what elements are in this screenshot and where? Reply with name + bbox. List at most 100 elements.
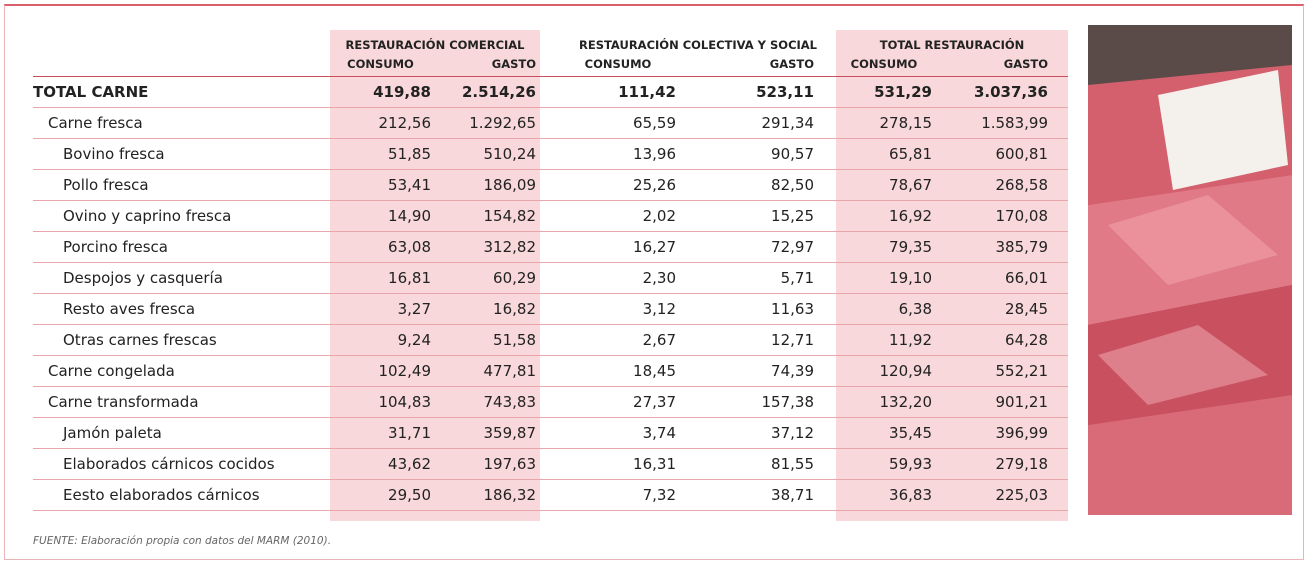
table-row: Despojos y casquería 16,81 60,29 2,30 5,71 19… <box>33 262 1068 294</box>
cell-value: 2,02 <box>560 200 698 232</box>
table-row: Carne congelada 102,49 477,81 18,45 74,39 120… <box>33 355 1068 387</box>
table-row: Bovino fresca 51,85 510,24 13,96 90,57 65,81 6… <box>33 138 1068 170</box>
cell-value: 6,38 <box>836 293 952 325</box>
cell-value: 743,83 <box>435 386 540 418</box>
row-label: Eesto elaborados cárnicos <box>33 479 330 511</box>
cell-value: 154,82 <box>435 200 540 232</box>
cell-value: 197,63 <box>435 448 540 480</box>
cell-value: 3.037,36 <box>952 76 1068 108</box>
cell-value: 279,18 <box>952 448 1068 480</box>
cell-value: 9,24 <box>330 324 435 356</box>
cell-value: 31,71 <box>330 417 435 449</box>
cell-value: 600,81 <box>952 138 1068 170</box>
pad-row <box>33 510 1068 522</box>
subheader: CONSUMO <box>836 52 952 77</box>
spacer <box>540 386 560 418</box>
blank <box>33 52 330 77</box>
cell-value: 16,92 <box>836 200 952 232</box>
spacer <box>540 231 560 263</box>
cell-value: 385,79 <box>952 231 1068 263</box>
cell-value: 477,81 <box>435 355 540 387</box>
cell-value: 419,88 <box>330 76 435 108</box>
cell-value: 5,71 <box>698 262 836 294</box>
row-label: Carne congelada <box>33 355 330 387</box>
cell-value: 81,55 <box>698 448 836 480</box>
cell-value: 7,32 <box>560 479 698 511</box>
spacer <box>540 200 560 232</box>
blank <box>33 30 330 52</box>
cell-value: 186,09 <box>435 169 540 201</box>
spacer <box>540 107 560 139</box>
table-row: Jamón paleta 31,71 359,87 3,74 37,12 35,45 396… <box>33 417 1068 449</box>
pad-cell <box>560 511 698 522</box>
cell-value: 2,30 <box>560 262 698 294</box>
subheader: GASTO <box>769 57 814 71</box>
group-header: TOTAL RESTAURACIÓN <box>836 30 1068 52</box>
cell-value: 16,31 <box>560 448 698 480</box>
cell-value: 268,58 <box>952 169 1068 201</box>
row-label: Porcino fresca <box>33 231 330 263</box>
cell-value: 38,71 <box>698 479 836 511</box>
cell-value: 51,85 <box>330 138 435 170</box>
cell-value: 2.514,26 <box>435 76 540 108</box>
spacer <box>540 417 560 449</box>
cell-value: 225,03 <box>952 479 1068 511</box>
subheader: CONSUMO <box>330 52 435 77</box>
table-row: Ovino y caprino fresca 14,90 154,82 2,02 15,… <box>33 200 1068 232</box>
cell-value: 65,59 <box>560 107 698 139</box>
spacer <box>540 324 560 356</box>
spacer <box>540 479 560 511</box>
cell-value: 16,27 <box>560 231 698 263</box>
cell-value: 90,57 <box>698 138 836 170</box>
group-header: RESTAURACIÓN COLECTIVA Y SOCIAL <box>578 38 818 52</box>
subheader: GASTO <box>952 52 1068 77</box>
cell-value: 18,45 <box>560 355 698 387</box>
cell-value: 212,56 <box>330 107 435 139</box>
cell-value: 291,34 <box>698 107 836 139</box>
cell-value: 186,32 <box>435 479 540 511</box>
table-row: TOTAL CARNE 419,88 2.514,26 111,42 523,11 531… <box>33 76 1068 108</box>
cell-value: 37,12 <box>698 417 836 449</box>
cell-value: 3,74 <box>560 417 698 449</box>
row-label: Jamón paleta <box>33 417 330 449</box>
cell-value: 11,63 <box>698 293 836 325</box>
pad-cell <box>698 511 836 522</box>
cell-value: 78,67 <box>836 169 952 201</box>
pad-cell <box>836 510 952 521</box>
cell-value: 157,38 <box>698 386 836 418</box>
group-header-row: RESTAURACIÓN COMERCIAL RESTAURACIÓN COLEC… <box>33 30 1068 52</box>
cell-value: 16,81 <box>330 262 435 294</box>
cell-value: 51,58 <box>435 324 540 356</box>
row-label: TOTAL CARNE <box>33 76 330 108</box>
cell-value: 15,25 <box>698 200 836 232</box>
cell-value: 74,39 <box>698 355 836 387</box>
cell-value: 312,82 <box>435 231 540 263</box>
subheader: CONSUMO <box>584 57 652 71</box>
cell-value: 16,82 <box>435 293 540 325</box>
group-header: RESTAURACIÓN COMERCIAL <box>330 30 540 52</box>
cell-value: 2,67 <box>560 324 698 356</box>
cell-value: 29,50 <box>330 479 435 511</box>
pad-cell <box>435 510 540 521</box>
table-row: Pollo fresca 53,41 186,09 25,26 82,50 78,67 26… <box>33 169 1068 201</box>
row-label: Elaborados cárnicos cocidos <box>33 448 330 480</box>
spacer <box>540 511 560 522</box>
table-row: Elaborados cárnicos cocidos 43,62 197,63 16… <box>33 448 1068 480</box>
subheader: GASTO <box>435 52 540 77</box>
cell-value: 36,83 <box>836 479 952 511</box>
cell-value: 27,37 <box>560 386 698 418</box>
cell-value: 72,97 <box>698 231 836 263</box>
spacer <box>540 52 560 77</box>
cell-value: 14,90 <box>330 200 435 232</box>
table-row: Resto aves fresca 3,27 16,82 3,12 11,63 6,38 2… <box>33 293 1068 325</box>
footnote: FUENTE: Elaboración propia con datos del… <box>33 535 332 547</box>
spacer <box>540 293 560 325</box>
cell-value: 531,29 <box>836 76 952 108</box>
cell-value: 1.583,99 <box>952 107 1068 139</box>
subheader-row: CONSUMO GASTO CONSUMO GASTO CONSUMO GASTO <box>33 52 1068 77</box>
cell-value: 60,29 <box>435 262 540 294</box>
cell-value: 120,94 <box>836 355 952 387</box>
cell-value: 28,45 <box>952 293 1068 325</box>
cell-value: 19,10 <box>836 262 952 294</box>
